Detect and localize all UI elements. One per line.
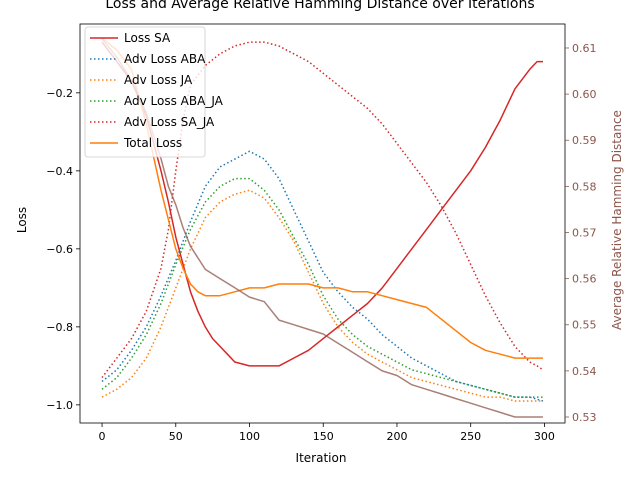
series-line-3: [101, 177, 543, 398]
y2-axis-label: Average Relative Hamming Distance: [610, 110, 624, 330]
y-tick-label-2: −0.6: [46, 243, 73, 256]
y-tick-label-3: −0.4: [46, 165, 73, 178]
y-tick-label-1: −0.8: [46, 321, 73, 334]
y2-tick-label-8: 0.61: [572, 42, 597, 55]
legend-label-1: Adv Loss ABA: [124, 52, 206, 66]
legend-label-3: Adv Loss ABA_JA: [124, 94, 224, 108]
y2-tick-label-3: 0.56: [572, 273, 597, 286]
legend-label-2: Adv Loss JA: [124, 73, 193, 87]
y-tick-label-4: −0.2: [46, 87, 73, 100]
plot-series: [101, 37, 544, 418]
y-axis-left: −1.0 −0.8 −0.6 −0.4 −0.2: [46, 87, 80, 412]
series-line-2: [101, 189, 543, 402]
series-line-5: [101, 37, 543, 359]
x-tick-label-4: 200: [386, 430, 407, 443]
x-tick-label-0: 0: [99, 430, 106, 443]
y2-tick-label-5: 0.58: [572, 180, 597, 193]
legend-label-5: Total Loss: [123, 136, 182, 150]
y2-tick-label-7: 0.60: [572, 88, 597, 101]
x-tick-label-6: 300: [534, 430, 555, 443]
x-tick-label-1: 50: [169, 430, 183, 443]
series-line-6: [101, 38, 543, 418]
y2-tick-label-6: 0.59: [572, 134, 597, 147]
x-axis: 0 50 100 150 200 250 300: [99, 423, 555, 443]
x-axis-label: Iteration: [296, 451, 347, 465]
x-tick-label-3: 150: [313, 430, 334, 443]
legend-label-4: Adv Loss SA_JA: [124, 115, 215, 129]
y-axis-right: 0.53 0.54 0.55 0.56 0.57 0.58 0.59 0.60 0.61: [565, 42, 597, 424]
y-axis-label: Loss: [15, 207, 29, 233]
chart-title: Loss and Average Relative Hamming Distan…: [105, 0, 534, 12]
y-tick-label-0: −1.0: [46, 399, 73, 412]
legend-label-0: Loss SA: [124, 31, 171, 45]
x-tick-label-2: 100: [239, 430, 260, 443]
x-tick-label-5: 250: [460, 430, 481, 443]
y2-tick-label-4: 0.57: [572, 226, 597, 239]
y2-tick-label-2: 0.55: [572, 319, 597, 332]
y2-tick-label-1: 0.54: [572, 365, 597, 378]
plot-frame: [79, 23, 566, 424]
y2-tick-label-0: 0.53: [572, 411, 597, 424]
legend: Loss SA Adv Loss ABA Adv Loss JA Adv Loss A…: [84, 26, 224, 158]
series-line-0: [101, 41, 543, 367]
